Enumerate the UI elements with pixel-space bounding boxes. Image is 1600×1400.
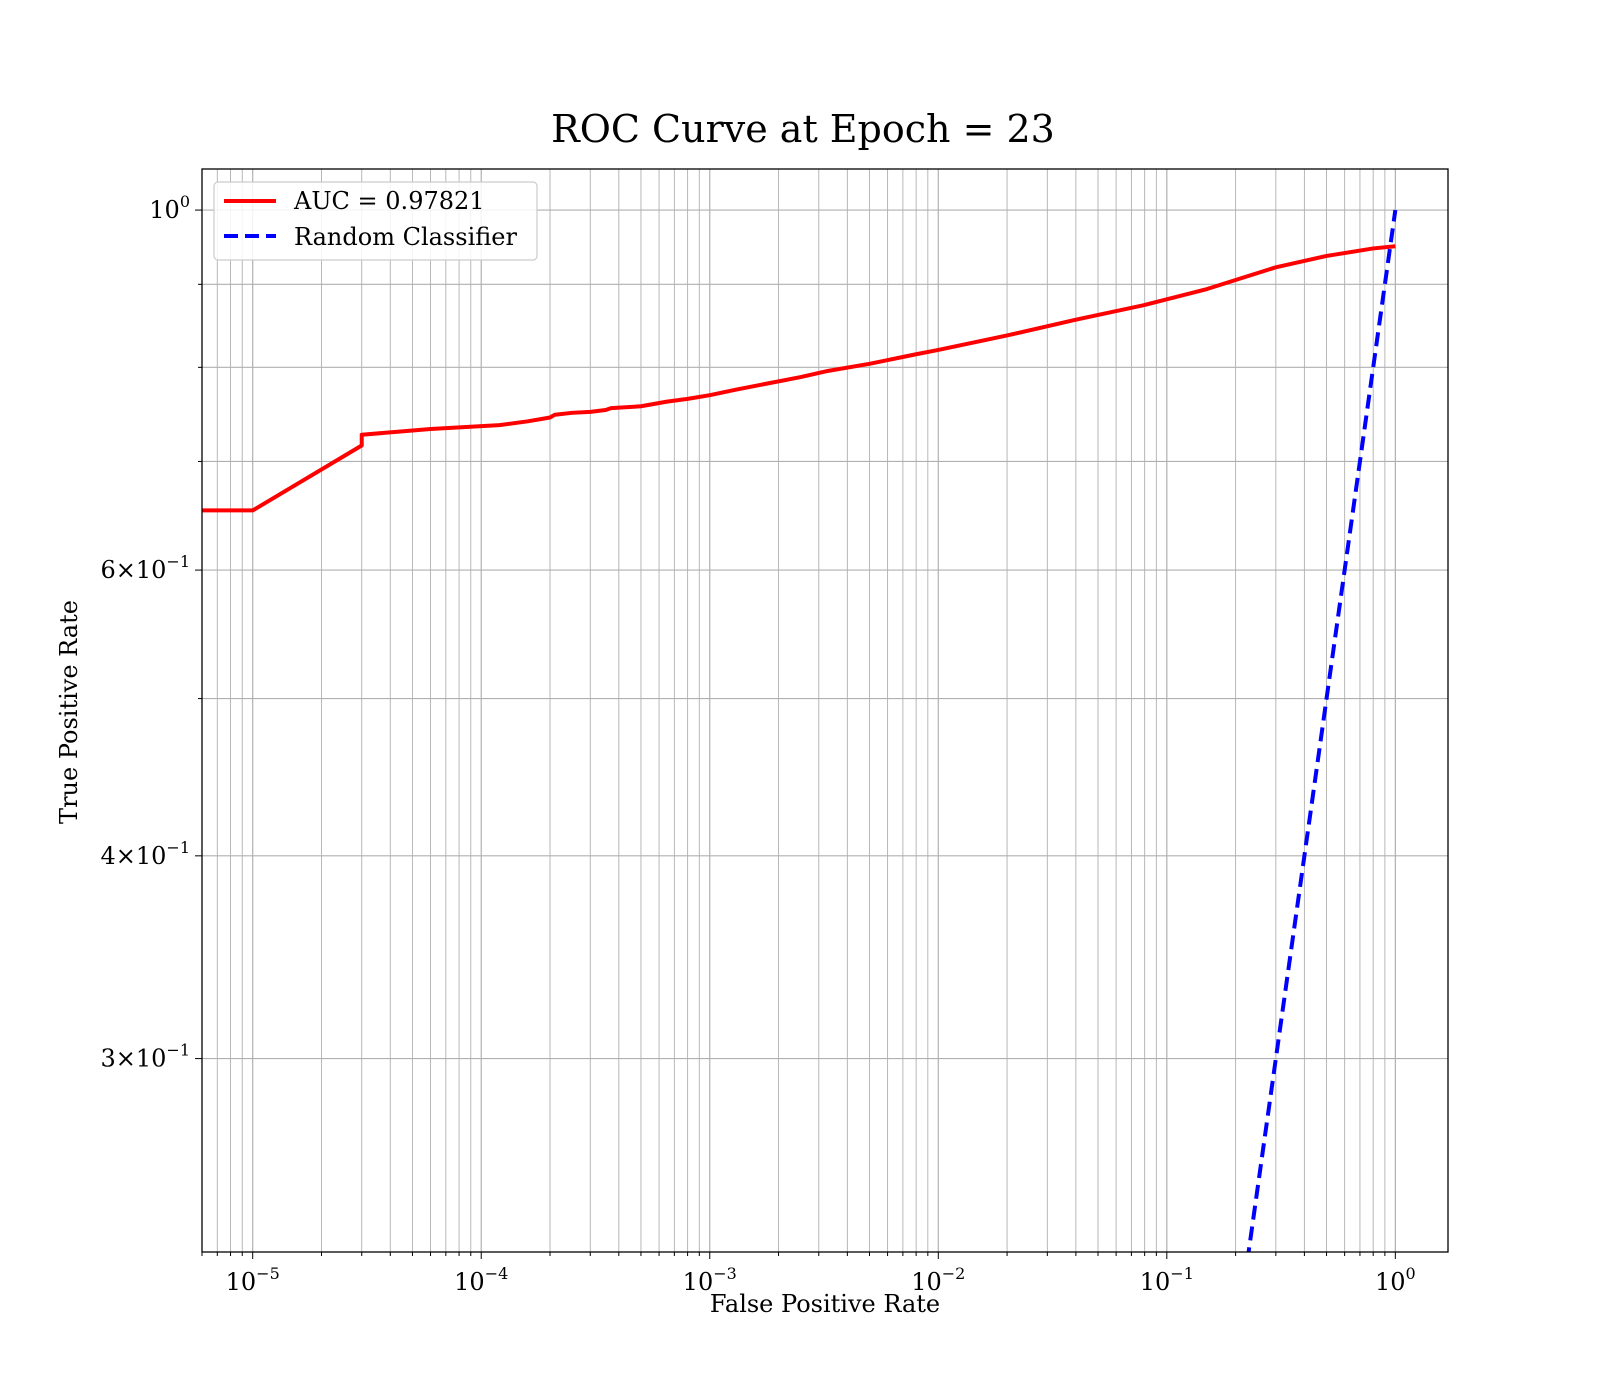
x-tick-label: 10−3 bbox=[683, 1264, 737, 1296]
legend-label-random: Random Classifier bbox=[294, 223, 517, 251]
x-tick-label: 10−1 bbox=[1140, 1264, 1194, 1296]
y-tick-label: 4×10−1 bbox=[100, 838, 190, 870]
random-classifier-line bbox=[1246, 209, 1398, 1252]
plot-frame bbox=[201, 168, 1449, 1253]
tick-marks bbox=[195, 209, 1396, 1259]
legend-box bbox=[213, 181, 538, 261]
x-tick-label: 10−5 bbox=[226, 1264, 280, 1296]
legend: AUC = 0.97821 Random Classifier bbox=[213, 181, 538, 261]
legend-label-auc: AUC = 0.97821 bbox=[293, 187, 485, 215]
x-tick-label: 10−2 bbox=[911, 1264, 965, 1296]
roc-curve-line bbox=[202, 244, 1396, 513]
tick-labels: 10−5 10−4 10−3 10−2 10−1 100 100 6×10−1 4×10−1 3×… bbox=[100, 192, 1415, 1296]
x-tick-label: 10−4 bbox=[454, 1264, 508, 1296]
series-layer bbox=[202, 209, 1398, 1252]
x-axis-label: False Positive Rate bbox=[710, 1290, 940, 1318]
y-axis-label: True Positive Rate bbox=[55, 600, 83, 824]
y-tick-label: 3×10−1 bbox=[100, 1041, 190, 1073]
y-tick-label: 100 bbox=[149, 192, 190, 224]
x-tick-label: 100 bbox=[1375, 1264, 1416, 1296]
y-tick-label: 6×10−1 bbox=[100, 552, 190, 584]
chart-title: ROC Curve at Epoch = 23 bbox=[551, 107, 1055, 151]
